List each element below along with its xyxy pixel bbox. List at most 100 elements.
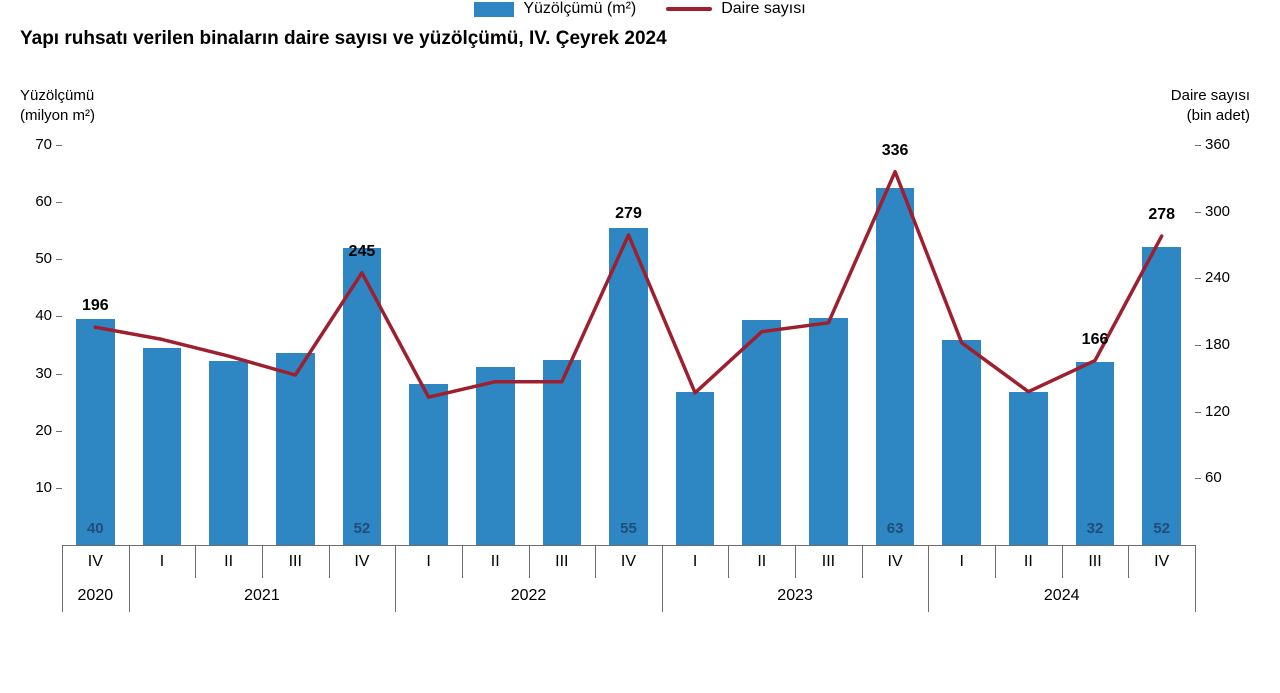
right-axis-tick-mark	[1195, 478, 1201, 480]
line-value-label: 278	[1148, 206, 1176, 224]
right-axis-tick-label: 180	[1205, 336, 1231, 353]
legend-bar-swatch	[474, 1, 515, 17]
quarter-label: III	[821, 553, 836, 570]
right-axis-title-line2: (bin adet)	[1186, 107, 1250, 125]
quarter-separator	[195, 545, 197, 578]
left-axis-tick-mark	[56, 487, 62, 489]
quarter-separator	[728, 545, 730, 578]
year-separator	[128, 545, 130, 612]
year-label: 2023	[777, 587, 813, 604]
quarter-label: IV	[354, 553, 370, 570]
year-label: 2024	[1043, 587, 1080, 604]
right-axis-tick-label: 120	[1205, 402, 1231, 420]
legend-line-swatch	[666, 7, 713, 11]
quarter-label: IV	[1154, 553, 1170, 570]
chart-title: Yapı ruhsatı verilen binaların daire say…	[20, 28, 667, 49]
right-axis-title-line1: Daire sayısı	[1170, 87, 1250, 104]
left-axis-title-line2: (milyon m²)	[20, 107, 95, 125]
quarter-separator	[795, 545, 797, 578]
legend-item-yuzolcumu: Yüzölçümü (m²)	[474, 0, 636, 18]
year-separator	[1195, 545, 1196, 612]
year-label: 2022	[510, 587, 547, 604]
bar	[475, 367, 515, 545]
quarter-label: I	[159, 553, 165, 570]
bar	[142, 347, 182, 545]
left-axis-tick-mark	[56, 430, 62, 432]
plot-area: 40 52 55 63 32 52 196 245 279 336 166 278	[62, 141, 1195, 546]
line-value-label: 279	[615, 205, 642, 222]
line-value-label: 166	[1081, 330, 1109, 348]
bar-value-label: 32	[1086, 520, 1104, 537]
bar	[675, 391, 715, 545]
left-axis-tick-label: 60	[35, 193, 52, 211]
quarter-separator	[1061, 545, 1063, 578]
right-axis-title: Daire sayısı (bin adet)	[1171, 86, 1250, 127]
left-axis-title-line1: Yüzölçümü	[20, 87, 95, 104]
bar	[542, 359, 582, 545]
year-separator	[928, 545, 930, 612]
bar	[942, 339, 982, 545]
bar-value-label: 52	[1153, 520, 1171, 537]
quarter-separator	[861, 545, 863, 578]
quarter-label: III	[1088, 553, 1102, 570]
left-axis-tick-mark	[56, 373, 62, 375]
year-separator	[62, 545, 63, 612]
quarter-label: II	[757, 553, 767, 570]
bar-value-label: 55	[620, 520, 637, 537]
bar	[75, 318, 115, 545]
left-axis-tick-mark	[56, 145, 62, 146]
right-axis-tick-label: 240	[1205, 269, 1231, 287]
left-axis-tick-label: 70	[35, 136, 52, 153]
year-label: 2021	[244, 587, 280, 604]
quarter-label: II	[224, 553, 234, 570]
left-axis-tick-label: 40	[35, 307, 52, 325]
right-axis-tick-label: 60	[1205, 469, 1222, 487]
right-axis-tick-label: 300	[1205, 202, 1231, 220]
daire-sayisi-line	[93, 169, 1164, 399]
bar-value-label: 40	[86, 520, 104, 537]
bar	[875, 187, 915, 545]
quarter-label: III	[555, 553, 569, 570]
right-axis-tick-label: 360	[1205, 136, 1231, 153]
quarter-separator	[595, 545, 597, 578]
quarter-separator	[995, 545, 997, 578]
right-axis-tick-mark	[1195, 278, 1201, 280]
bar	[409, 383, 448, 545]
quarter-separator	[261, 545, 263, 578]
line-value-label: 196	[81, 297, 109, 315]
bar-value-label: 52	[353, 520, 371, 537]
bar	[609, 227, 648, 545]
quarter-separator	[461, 545, 463, 578]
year-label: 2020	[77, 587, 114, 604]
left-axis-tick-label: 20	[35, 421, 52, 439]
quarter-label: IV	[87, 553, 103, 570]
right-axis-tick-mark	[1195, 345, 1201, 346]
quarter-label: IV	[620, 553, 637, 570]
right-axis-tick-mark	[1195, 211, 1201, 213]
right-axis-tick-mark	[1195, 145, 1201, 146]
bar	[209, 361, 248, 545]
legend-label-daire: Daire sayısı	[721, 0, 806, 17]
left-axis-title: Yüzölçümü (milyon m²)	[20, 86, 95, 127]
legend-label-yuzolcumu: Yüzölçümü (m²)	[523, 0, 637, 17]
bar	[809, 318, 848, 545]
left-axis-tick-mark	[56, 259, 62, 261]
right-axis-tick-mark	[1195, 411, 1201, 413]
bar	[742, 319, 782, 545]
quarter-label: I	[692, 553, 698, 570]
left-axis-tick-label: 10	[35, 478, 52, 496]
left-axis-tick-label: 30	[35, 364, 52, 382]
line-value-label: 336	[881, 141, 909, 159]
quarter-separator	[528, 545, 530, 578]
quarter-label: II	[490, 553, 500, 570]
bar	[275, 353, 315, 545]
legend-item-daire: Daire sayısı	[666, 0, 806, 18]
legend: Yüzölçümü (m²) Daire sayısı	[0, 0, 1280, 18]
quarter-label: IV	[887, 553, 903, 570]
year-separator	[661, 545, 663, 612]
bar-value-label: 63	[886, 520, 904, 537]
bar	[1142, 246, 1181, 545]
quarter-label: III	[288, 553, 302, 570]
line-value-label: 245	[348, 242, 376, 260]
left-axis-tick-label: 50	[35, 250, 52, 268]
